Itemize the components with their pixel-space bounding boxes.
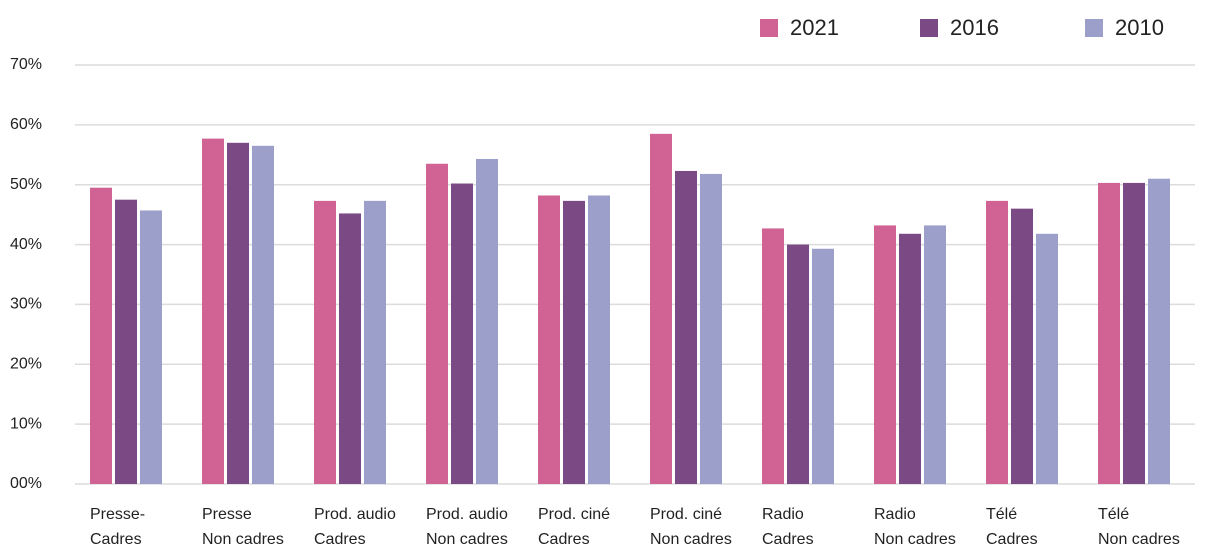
bar — [426, 163, 448, 484]
bar — [538, 195, 560, 484]
y-tick-label: 50% — [10, 176, 42, 193]
x-tick-label: Non cadres — [650, 531, 732, 547]
x-tick-label: Non cadres — [1098, 531, 1180, 547]
bar — [252, 145, 274, 485]
x-tick-label: Prod. ciné — [650, 506, 722, 523]
legend-swatch — [920, 19, 938, 37]
bar — [650, 133, 672, 485]
x-tick-label: Presse — [202, 506, 252, 523]
bar — [986, 200, 1008, 484]
bar — [924, 225, 946, 484]
bar — [1036, 233, 1058, 484]
x-tick-label: Cadres — [986, 531, 1038, 547]
x-tick-label: Non cadres — [874, 531, 956, 547]
x-tick-label: Cadres — [762, 531, 814, 547]
y-tick-label: 10% — [10, 415, 42, 432]
bar — [563, 200, 585, 484]
bar — [227, 142, 249, 485]
bar — [115, 199, 137, 484]
x-tick-label: Prod. audio — [314, 506, 396, 523]
bar — [1148, 178, 1170, 484]
y-tick-label: 30% — [10, 296, 42, 313]
bar — [700, 173, 722, 484]
bar — [1011, 208, 1033, 484]
bar — [787, 244, 809, 484]
y-tick-label: 20% — [10, 356, 42, 373]
bar — [762, 228, 784, 484]
x-tick-label: Télé — [986, 506, 1017, 523]
bar — [314, 200, 336, 484]
legend-swatch — [760, 19, 778, 37]
bar — [899, 233, 921, 484]
bar — [874, 225, 896, 484]
y-tick-label: 00% — [10, 475, 42, 492]
bar — [476, 158, 498, 484]
bar — [675, 170, 697, 484]
x-tick-label: Radio — [762, 506, 804, 523]
bar — [588, 195, 610, 484]
x-tick-label: Télé — [1098, 506, 1129, 523]
legend-swatch — [1085, 19, 1103, 37]
legend-label: 2021 — [790, 15, 839, 40]
y-tick-label: 70% — [10, 56, 42, 73]
bar — [451, 183, 473, 484]
bar — [812, 248, 834, 484]
x-tick-label: Prod. audio — [426, 506, 508, 523]
x-tick-label: Cadres — [538, 531, 590, 547]
bar — [1123, 182, 1145, 484]
bar — [1098, 182, 1120, 484]
bar — [339, 213, 361, 484]
x-tick-label: Presse- — [90, 506, 145, 523]
x-tick-label: Prod. ciné — [538, 506, 610, 523]
legend-label: 2010 — [1115, 15, 1164, 40]
y-tick-label: 60% — [10, 116, 42, 133]
x-tick-label: Non cadres — [202, 531, 284, 547]
bar — [364, 200, 386, 484]
bar — [90, 187, 112, 484]
x-tick-label: Non cadres — [426, 531, 508, 547]
legend-label: 2016 — [950, 15, 999, 40]
x-tick-label: Cadres — [90, 531, 142, 547]
x-tick-label: Radio — [874, 506, 916, 523]
x-tick-label: Cadres — [314, 531, 366, 547]
bar — [140, 210, 162, 484]
bar — [202, 138, 224, 485]
y-tick-label: 40% — [10, 236, 42, 253]
